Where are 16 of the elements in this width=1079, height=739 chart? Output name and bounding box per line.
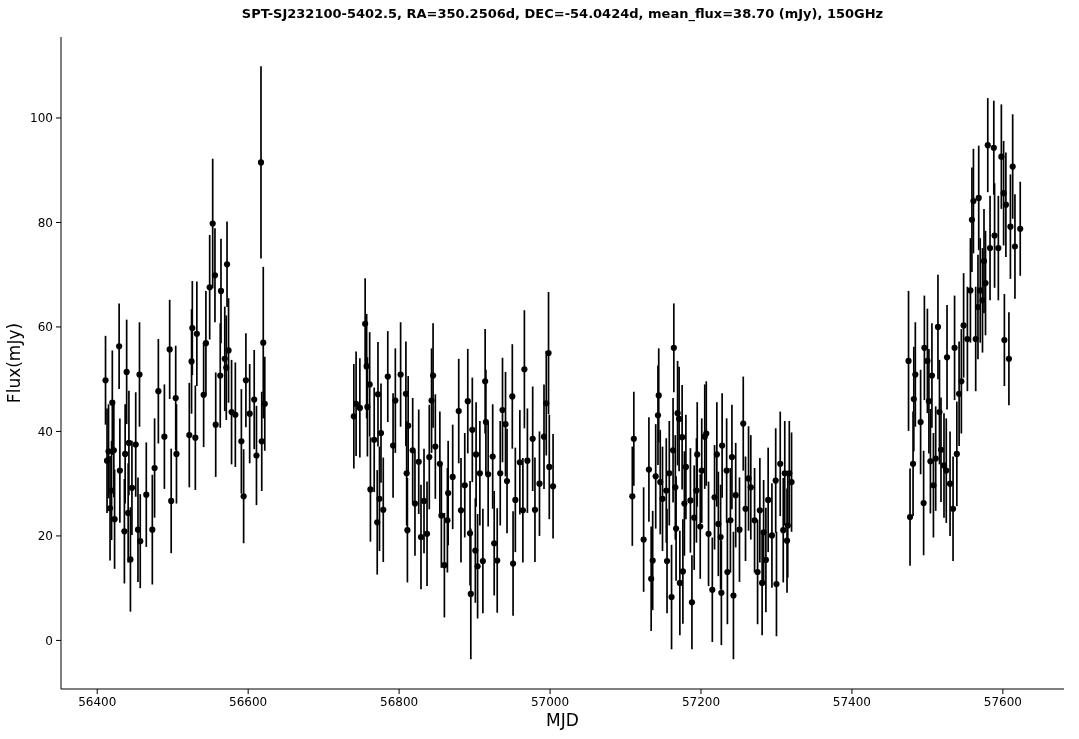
y-tick-label: 40	[37, 424, 53, 439]
x-tick-label: 56600	[229, 694, 268, 709]
x-tick-label: 57600	[983, 694, 1022, 709]
x-tick-label: 56400	[78, 694, 117, 709]
x-tick-label: 57200	[681, 694, 721, 709]
x-tick-label: 56800	[380, 694, 419, 709]
y-tick-label: 80	[37, 215, 53, 230]
chart-title: SPT-SJ232100-5402.5, RA=350.2506d, DEC=-54.0424d, mean_flux=38.70 (mJy), 150GHz	[241, 5, 884, 22]
y-axis-title: Flux(mJy)	[4, 322, 25, 404]
y-tick-label: 0	[45, 633, 53, 648]
x-tick-label: 57000	[530, 694, 570, 709]
x-tick-label: 57400	[832, 694, 872, 709]
y-tick-label: 20	[37, 529, 53, 544]
y-tick-label: 60	[37, 320, 53, 335]
x-axis-title: MJD	[546, 710, 579, 731]
y-tick-label: 100	[30, 111, 53, 126]
